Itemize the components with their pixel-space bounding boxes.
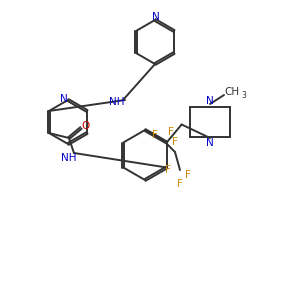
Text: F: F (168, 127, 174, 137)
Text: NH: NH (61, 153, 77, 163)
Text: F: F (172, 137, 178, 147)
Text: O: O (82, 121, 90, 131)
Text: CH: CH (224, 87, 240, 97)
Text: N: N (60, 94, 68, 104)
Text: N: N (152, 12, 160, 22)
Text: NH: NH (109, 97, 125, 107)
Text: N: N (206, 96, 214, 106)
Text: F: F (177, 179, 183, 189)
Text: F: F (165, 165, 171, 175)
Text: 3: 3 (242, 92, 246, 100)
Text: F: F (152, 130, 158, 140)
Text: N: N (206, 138, 214, 148)
Text: F: F (185, 170, 191, 180)
